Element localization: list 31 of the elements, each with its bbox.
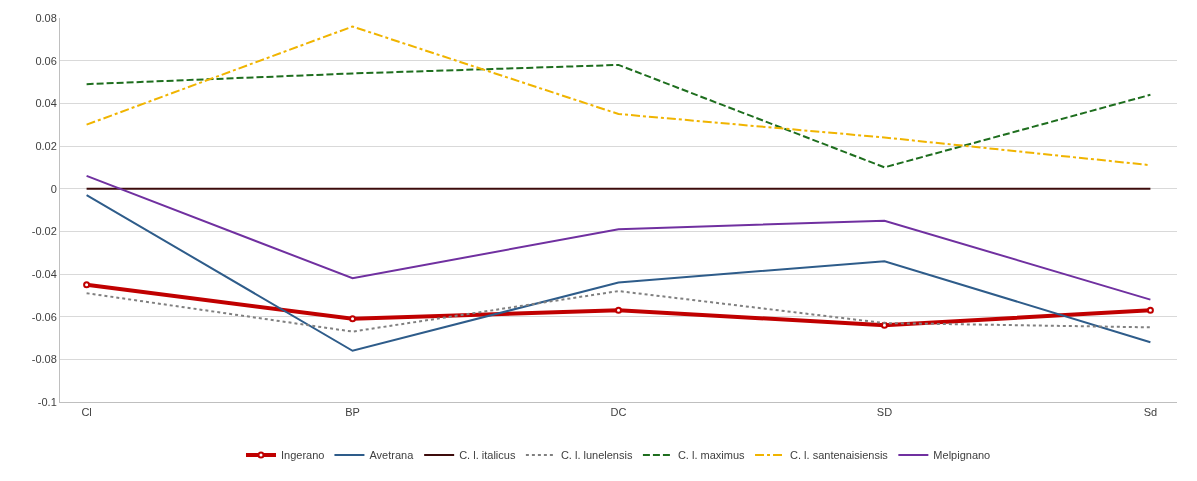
legend-label: Melpignano <box>933 449 991 462</box>
x-tick-label: DC <box>610 406 627 419</box>
point <box>615 306 622 314</box>
legend-label: C. l. maximus <box>677 449 746 462</box>
y-tick-label: 0 <box>50 182 57 195</box>
y-tick-label: -0.06 <box>31 310 57 323</box>
point <box>349 315 357 323</box>
legend-label: Avetrana <box>369 449 415 462</box>
line-series <box>85 63 1152 169</box>
x-tick-label: SD <box>876 406 893 419</box>
x-tick-label: Cl <box>81 406 92 419</box>
legend-label: C. l. lunelensis <box>560 449 633 462</box>
y-tick-label: -0.04 <box>31 267 57 280</box>
y-tick-label: -0.1 <box>37 395 57 408</box>
point <box>83 281 91 289</box>
line-series <box>85 290 1152 333</box>
y-tick-label: 0.08 <box>35 11 57 24</box>
point <box>880 321 888 329</box>
line-series <box>85 194 1152 352</box>
y-tick-label: 0.02 <box>35 139 57 152</box>
legend-label: C. l. santenaisiensis <box>790 449 889 462</box>
y-tick-label: -0.02 <box>31 225 57 238</box>
y-tick-label: 0.04 <box>35 97 57 110</box>
line-series <box>85 174 1152 301</box>
y-tick-label: 0.06 <box>35 54 57 67</box>
legend-label: Ingerano <box>281 449 325 462</box>
y-tick-label: -0.08 <box>31 353 57 366</box>
x-tick-label: Sd <box>1143 406 1158 419</box>
legend-label: C. l. italicus <box>459 449 516 462</box>
x-tick-label: BP <box>345 406 360 419</box>
point <box>1146 306 1154 314</box>
